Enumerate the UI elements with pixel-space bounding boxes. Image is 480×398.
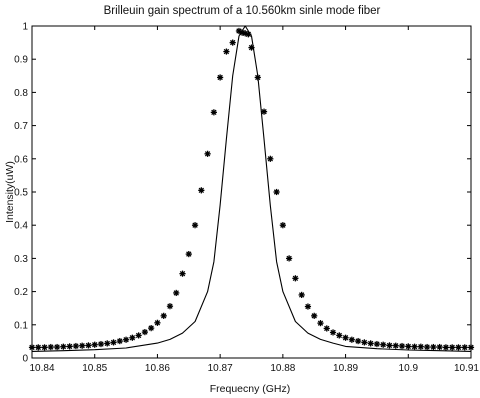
data-point-star	[79, 342, 86, 349]
data-point-star	[398, 342, 406, 350]
data-point-star	[110, 339, 117, 346]
data-point-star	[273, 188, 280, 196]
data-point-star	[191, 222, 199, 229]
data-point-star	[104, 340, 111, 347]
data-point-star	[185, 250, 192, 258]
data-point-star	[424, 343, 431, 351]
y-tick-label: 0.9	[14, 55, 28, 66]
data-point-star	[436, 343, 443, 351]
data-point-star	[392, 342, 399, 349]
data-point-star	[430, 343, 437, 351]
data-point-star	[449, 344, 456, 351]
y-tick-label: 0.8	[14, 88, 28, 99]
x-tick-label: 10.84	[29, 363, 54, 374]
data-point-star	[66, 343, 73, 350]
data-point-star	[35, 344, 42, 351]
data-point-star	[292, 275, 299, 282]
series-layer	[28, 25, 475, 352]
data-point-star	[254, 74, 261, 81]
data-point-star	[116, 337, 123, 345]
data-point-star	[461, 344, 468, 351]
data-point-star	[411, 343, 418, 350]
y-tick-label: 0.5	[14, 188, 28, 199]
data-point-star	[380, 341, 387, 348]
y-tick-label: 0	[22, 354, 28, 365]
data-point-star	[245, 31, 252, 38]
data-point-star	[179, 270, 186, 277]
data-point-star	[367, 340, 374, 347]
data-point-star	[279, 222, 286, 229]
data-point-star	[336, 332, 343, 339]
x-axis: 10.84 10.85 10.86 10.87 10.88 10.89 10.9 10.91	[29, 26, 479, 374]
data-point-star	[317, 320, 324, 327]
data-point-star	[47, 343, 54, 351]
data-point-star	[166, 303, 174, 310]
data-point-star	[467, 344, 475, 351]
y-tick-label: 1	[22, 22, 28, 33]
x-tick-label: 10.87	[208, 363, 233, 374]
data-point-star	[323, 325, 330, 332]
chart-title: Brilleuin gain spectrum of a 10.560km si…	[104, 5, 381, 17]
data-point-star	[223, 48, 230, 55]
data-point-star	[248, 44, 255, 51]
data-point-star	[455, 344, 462, 351]
data-point-star	[355, 337, 362, 345]
data-point-star	[405, 343, 412, 350]
y-tick-label: 0.2	[14, 287, 28, 298]
data-point-star	[267, 155, 274, 162]
y-tick-label: 0.4	[14, 221, 28, 232]
data-point-star	[210, 109, 217, 116]
data-point-star	[141, 329, 148, 336]
y-tick-label: 0.6	[14, 154, 28, 165]
data-point-star	[28, 344, 36, 351]
x-tick-label: 10.91	[454, 363, 479, 374]
x-axis-label: Frequecny (GHz)	[210, 383, 291, 395]
data-point-star	[160, 312, 167, 319]
data-point-star	[148, 325, 155, 332]
data-point-star	[417, 343, 424, 350]
data-point-star	[386, 342, 393, 349]
data-point-star	[173, 289, 180, 297]
y-axis-label: Intensity(uW)	[4, 161, 16, 223]
data-point-star	[122, 336, 130, 343]
y-tick-label: 0.7	[14, 121, 28, 132]
series-line-fitted	[31, 25, 472, 352]
data-point-star	[53, 343, 61, 351]
x-tick-label: 10.85	[82, 363, 107, 374]
data-point-star	[373, 340, 381, 348]
data-point-star	[97, 340, 105, 348]
data-point-star	[329, 329, 337, 336]
data-point-star	[154, 319, 161, 326]
data-point-star	[286, 255, 293, 262]
data-point-star	[129, 334, 136, 341]
data-point-star	[442, 344, 450, 351]
data-point-star	[198, 187, 205, 194]
y-tick-label: 0.1	[14, 320, 28, 331]
data-point-star	[91, 341, 98, 348]
data-point-star	[72, 342, 79, 350]
data-point-star	[85, 342, 92, 349]
data-point-star	[135, 332, 142, 339]
y-axis: 0 0.1 0.2 0.3 0.4 0.5 0.6 0.7 0.8 0.9 1	[14, 22, 471, 365]
x-tick-label: 10.89	[333, 363, 358, 374]
data-point-star	[60, 343, 67, 350]
y-tick-label: 0.3	[14, 254, 28, 265]
data-point-star	[298, 291, 305, 299]
data-point-star	[260, 108, 268, 115]
data-point-star	[361, 339, 368, 346]
data-point-star	[348, 336, 355, 343]
data-point-star	[311, 312, 318, 319]
x-tick-label: 10.9	[399, 363, 419, 374]
x-tick-label: 10.88	[270, 363, 295, 374]
data-point-star	[229, 39, 236, 46]
data-point-star	[304, 303, 312, 310]
data-point-star	[204, 150, 211, 157]
data-point-star	[342, 334, 349, 341]
data-point-star	[217, 74, 224, 81]
x-tick-label: 10.86	[145, 363, 170, 374]
data-point-star	[41, 344, 48, 351]
